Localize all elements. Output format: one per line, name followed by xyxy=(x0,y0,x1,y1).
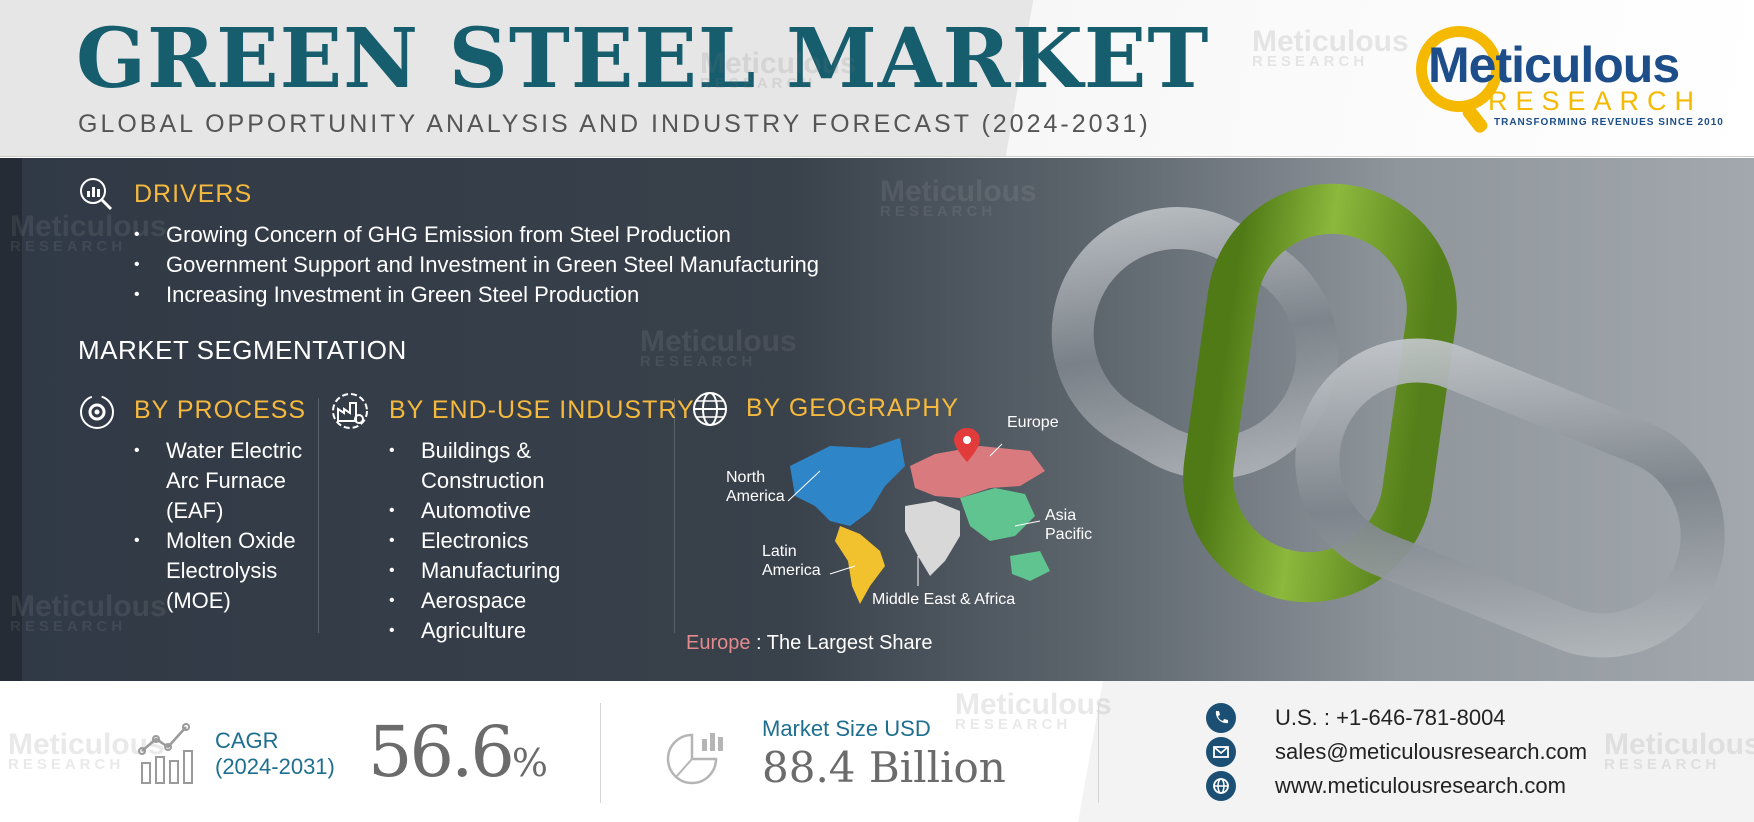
process-list: Water Electric Arc Furnace (EAF) Molten … xyxy=(134,436,302,616)
map-region-north-america[interactable] xyxy=(790,438,905,526)
cagr-value: 56.6% xyxy=(368,711,548,793)
map-region-latin-america[interactable] xyxy=(835,526,885,604)
label-asia-pacific: Asia Pacific xyxy=(1045,507,1093,543)
globe-icon xyxy=(693,392,727,426)
main-panel: Meticulous RESEARCH Meticulous RESEARCH Me… xyxy=(0,158,1754,681)
map-region-mea[interactable] xyxy=(905,501,960,576)
list-item: Electronics xyxy=(389,526,560,556)
page-title: GREEN STEEL MARKET xyxy=(76,11,1210,107)
largest-share-text: : The Largest Share xyxy=(750,632,933,654)
footer-stats: Meticulous RESEARCH Meticulous RESEARCH Me… xyxy=(0,681,1754,822)
page-subtitle: GLOBAL OPPORTUNITY ANALYSIS AND INDUSTRY… xyxy=(78,110,1151,138)
column-divider xyxy=(318,398,319,633)
drivers-heading: DRIVERS xyxy=(134,180,253,208)
map-region-asia-pacific[interactable] xyxy=(960,488,1035,541)
list-item: Growing Concern of GHG Emission from Ste… xyxy=(134,220,819,250)
panel-edge xyxy=(0,158,22,681)
green-link-center xyxy=(1183,183,1457,603)
logo-handle xyxy=(1460,102,1490,136)
contact-website[interactable]: www.meticulousresearch.com xyxy=(1275,773,1566,798)
list-item: Government Support and Investment in Gre… xyxy=(134,250,819,280)
location-pin-icon xyxy=(954,428,980,462)
logo-tagline: TRANSFORMING REVENUES SINCE 2010 xyxy=(1494,117,1724,128)
growth-chart-icon xyxy=(138,723,193,784)
contact-phone[interactable]: U.S. : +1-646-781-8004 xyxy=(1275,705,1506,730)
end-use-list: Buildings & Construction Automotive Elec… xyxy=(389,436,560,646)
drivers-list: Growing Concern of GHG Emission from Ste… xyxy=(134,220,819,310)
map-region-europe[interactable] xyxy=(910,446,1045,498)
label-mea: Middle East & Africa xyxy=(872,591,1016,608)
list-item: Buildings & Construction xyxy=(389,436,560,496)
logo-research: RESEARCH xyxy=(1488,86,1703,116)
factory-gear-icon xyxy=(332,393,368,429)
list-item: Molten Oxide Electrolysis (MOE) xyxy=(134,526,302,616)
brand-logo[interactable]: Meticulous RESEARCH TRANSFORMING REVENUE… xyxy=(1416,22,1723,138)
footer-divider xyxy=(1098,703,1099,803)
list-item: Manufacturing xyxy=(389,556,560,586)
list-item: Water Electric Arc Furnace (EAF) xyxy=(134,436,302,526)
website-globe-icon[interactable] xyxy=(1206,771,1236,801)
watermark: Meticulous RESEARCH xyxy=(1252,25,1409,70)
watermark: Meticulous RESEARCH xyxy=(8,728,165,773)
watermark: Meticulous RESEARCH xyxy=(700,47,857,92)
magnifier-chart-icon xyxy=(80,178,113,211)
market-size-label: Market Size USD xyxy=(762,716,931,741)
steel-link-right xyxy=(1295,338,1725,658)
pie-chart-icon xyxy=(666,733,723,785)
by-end-use-heading: BY END-USE INDUSTRY xyxy=(389,396,695,424)
logo-name: Meticulous xyxy=(1428,37,1680,93)
map-region-australia[interactable] xyxy=(1010,551,1050,581)
watermark: Meticulous RESEARCH xyxy=(640,325,797,370)
chain-links-illustration xyxy=(1051,183,1725,658)
list-item: Aerospace xyxy=(389,586,560,616)
header-banner: GREEN STEEL MARKET GLOBAL OPPORTUNITY AN… xyxy=(0,0,1754,157)
segmentation-title: MARKET SEGMENTATION xyxy=(78,335,407,365)
column-divider xyxy=(674,398,675,633)
phone-icon[interactable] xyxy=(1206,703,1236,733)
market-size-value: 88.4 Billion xyxy=(762,743,1006,792)
watermark: Meticulous RESEARCH xyxy=(955,688,1112,733)
list-item: Automotive xyxy=(389,496,560,526)
contact-email[interactable]: sales@meticulousresearch.com xyxy=(1275,739,1588,764)
largest-region: Europe xyxy=(686,632,751,654)
by-process-heading: BY PROCESS xyxy=(134,396,307,424)
list-item: Increasing Investment in Green Steel Pro… xyxy=(134,280,819,310)
footer-divider xyxy=(600,703,601,803)
watermark: Meticulous RESEARCH xyxy=(1604,728,1754,773)
world-map xyxy=(787,428,1050,604)
list-item: Agriculture xyxy=(389,616,560,646)
logo-magnifier-icon xyxy=(1416,26,1502,112)
label-north-america: North America xyxy=(726,469,785,505)
label-latin-america: Latin America xyxy=(762,543,821,579)
watermark: Meticulous RESEARCH xyxy=(880,175,1037,220)
label-europe: Europe xyxy=(1007,414,1059,431)
by-geography-heading: BY GEOGRAPHY xyxy=(746,394,959,422)
gear-cycle-icon xyxy=(80,395,114,429)
cagr-label: CAGR (2024-2031) xyxy=(215,728,335,779)
largest-share-note: Europe : The Largest Share xyxy=(686,632,932,655)
email-icon[interactable] xyxy=(1206,737,1236,767)
